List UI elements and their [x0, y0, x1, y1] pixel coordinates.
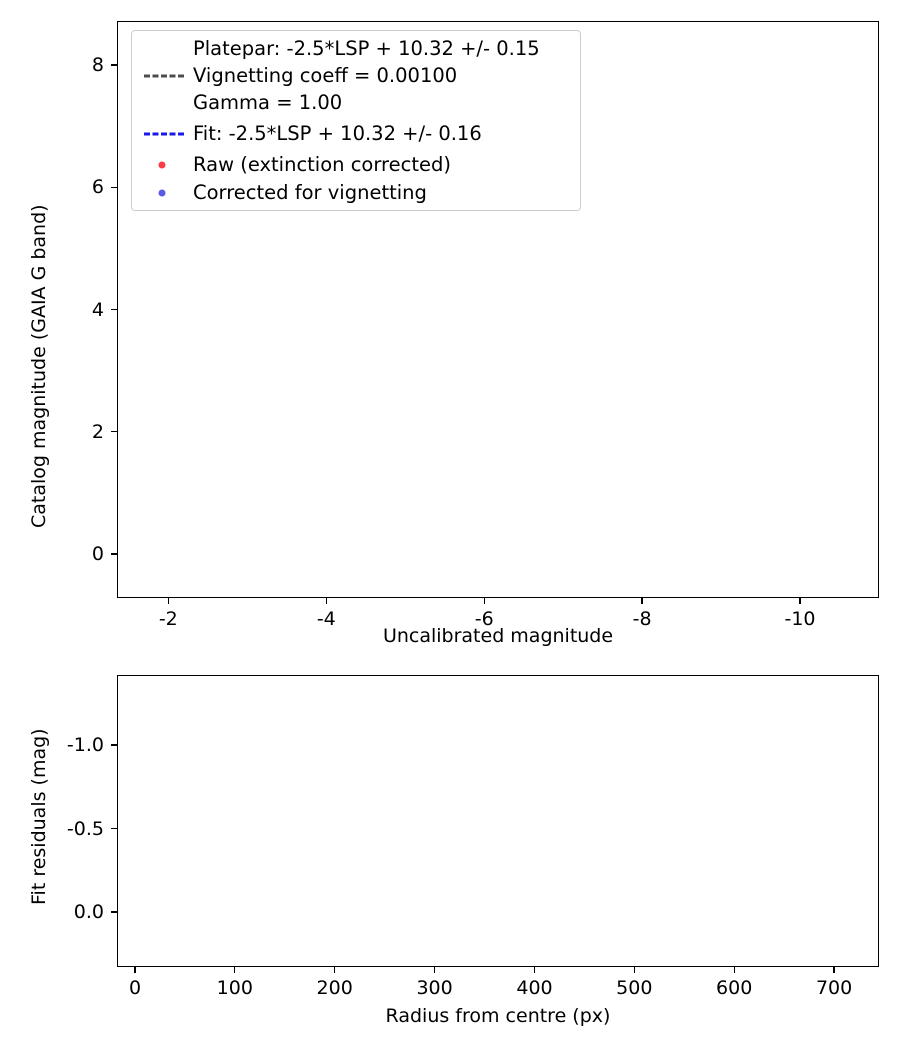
legend-label: Vignetting coeff = 0.00100 — [193, 64, 458, 87]
top-plot-legend: Platepar: -2.5*LSP + 10.32 +/- 0.15 Vigne… — [131, 30, 581, 211]
ytick — [111, 911, 117, 913]
xtick-label: 700 — [815, 977, 853, 999]
ytick-label: 4 — [91, 298, 104, 321]
legend-label: Corrected for vignetting — [193, 181, 427, 204]
ytick-label: 2 — [91, 420, 104, 443]
xtick — [134, 967, 136, 973]
ytick — [111, 308, 117, 311]
legend-label: Raw (extinction corrected) — [193, 153, 451, 176]
legend-item: Platepar: -2.5*LSP + 10.32 +/- 0.15 — [144, 37, 540, 60]
xtick — [325, 598, 327, 604]
xtick-label: 0 — [128, 977, 142, 999]
ytick — [111, 827, 117, 830]
xtick-label: -10 — [784, 608, 816, 630]
dot-marker — [158, 189, 166, 196]
ytick — [111, 553, 117, 555]
ytick — [111, 431, 117, 433]
top-xaxis-label: Uncalibrated magnitude — [382, 625, 614, 647]
legend-label: Fit: -2.5*LSP + 10.32 +/- 0.16 — [193, 122, 482, 145]
fit-residuals-plot — [117, 675, 879, 967]
legend-item: Fit: -2.5*LSP + 10.32 +/- 0.16 — [144, 122, 482, 145]
xtick — [234, 967, 236, 973]
ytick-label: -1.0 — [66, 734, 104, 757]
legend-label: Platepar: -2.5*LSP + 10.32 +/- 0.15 — [193, 37, 540, 60]
xtick — [483, 598, 485, 604]
xtick — [833, 967, 835, 973]
legend-spacer — [144, 96, 184, 110]
legend-item: Vignetting coeff = 0.00100 — [144, 64, 457, 87]
ytick — [111, 744, 117, 746]
blue-dashed-line-icon — [144, 127, 184, 141]
xtick — [633, 967, 635, 973]
legend-item: Gamma = 1.00 — [144, 91, 342, 114]
xtick-label: 500 — [616, 977, 653, 999]
xtick — [433, 967, 436, 973]
bottom-xaxis-label: Radius from centre (px) — [385, 1005, 611, 1027]
legend-spacer — [144, 42, 184, 56]
xtick-label: 400 — [516, 977, 553, 999]
legend-label: Gamma = 1.00 — [193, 91, 343, 114]
xtick — [533, 967, 536, 973]
xtick-label: -6 — [474, 608, 494, 630]
xtick-label: 600 — [716, 977, 753, 999]
xtick-label: 200 — [316, 977, 353, 999]
xtick — [167, 598, 169, 604]
legend-item: Raw (extinction corrected) — [144, 153, 451, 176]
xtick — [799, 598, 801, 604]
xtick-label: 100 — [216, 977, 253, 999]
ytick-label: 6 — [91, 176, 104, 199]
xtick — [334, 967, 336, 973]
top-yaxis-label: Catalog magnitude (GAIA G band) — [28, 204, 50, 528]
xtick-label: -8 — [632, 608, 652, 630]
ytick-label: 0.0 — [73, 900, 104, 923]
ytick — [111, 64, 117, 66]
xtick — [733, 967, 735, 973]
legend-item: Corrected for vignetting — [144, 181, 427, 204]
dash-stroke — [144, 132, 184, 135]
gray-dashed-line-icon — [144, 69, 184, 83]
xtick — [641, 598, 643, 604]
red-dot-icon — [144, 158, 184, 172]
ytick — [111, 186, 117, 188]
ytick-label: 0 — [91, 543, 104, 565]
xtick-label: -2 — [158, 608, 178, 630]
dot-marker — [158, 161, 166, 168]
bottom-plot-frame — [117, 675, 879, 967]
xtick-label: 300 — [416, 977, 453, 999]
blue-dot-icon — [144, 186, 184, 200]
ytick-label: 8 — [91, 54, 104, 76]
bottom-yaxis-label: Fit residuals (mag) — [28, 728, 50, 905]
ytick-label: -0.5 — [66, 817, 104, 840]
dash-stroke — [144, 74, 184, 77]
xtick-label: -4 — [316, 608, 336, 630]
